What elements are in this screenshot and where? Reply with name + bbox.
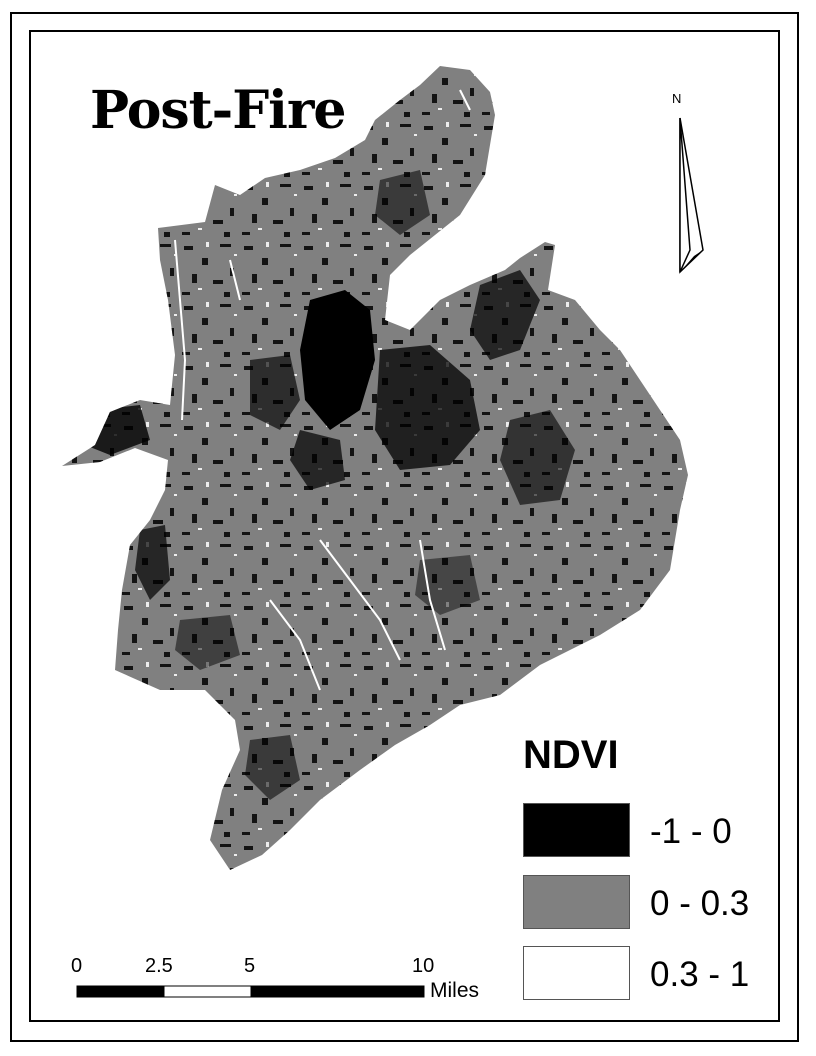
- legend-label-low: -1 - 0: [650, 812, 732, 851]
- legend-swatch-low: [523, 803, 630, 857]
- legend-swatch-high: [523, 946, 630, 1000]
- legend-title: NDVI: [523, 733, 619, 777]
- outer-map-frame: [10, 12, 799, 1042]
- north-arrow: [679, 117, 704, 274]
- north-label: N: [672, 91, 682, 106]
- scale-tick-5: 5: [244, 955, 256, 977]
- north-arrow-right-half: [679, 117, 691, 273]
- low-ndvi-patches: [85, 170, 575, 800]
- high-ndvi-streaks: [174, 89, 471, 691]
- map-title: Post-Fire: [90, 80, 346, 141]
- legend-swatch-mid: [523, 875, 630, 929]
- scale-tick-2-5: 2.5: [145, 955, 173, 977]
- scale-segment-2: [163, 985, 252, 998]
- legend-label-mid: 0 - 0.3: [650, 884, 750, 923]
- scale-units-label: Miles: [430, 979, 480, 1002]
- scale-segment-1: [76, 985, 165, 998]
- scale-tick-0: 0: [71, 955, 83, 977]
- inner-map-frame: [29, 30, 780, 1022]
- legend-label-high: 0.3 - 1: [650, 955, 750, 994]
- scale-segment-3: [250, 985, 425, 998]
- north-arrow-shadow: [680, 250, 703, 272]
- scale-tick-10: 10: [412, 955, 435, 977]
- scale-bar: [76, 985, 425, 998]
